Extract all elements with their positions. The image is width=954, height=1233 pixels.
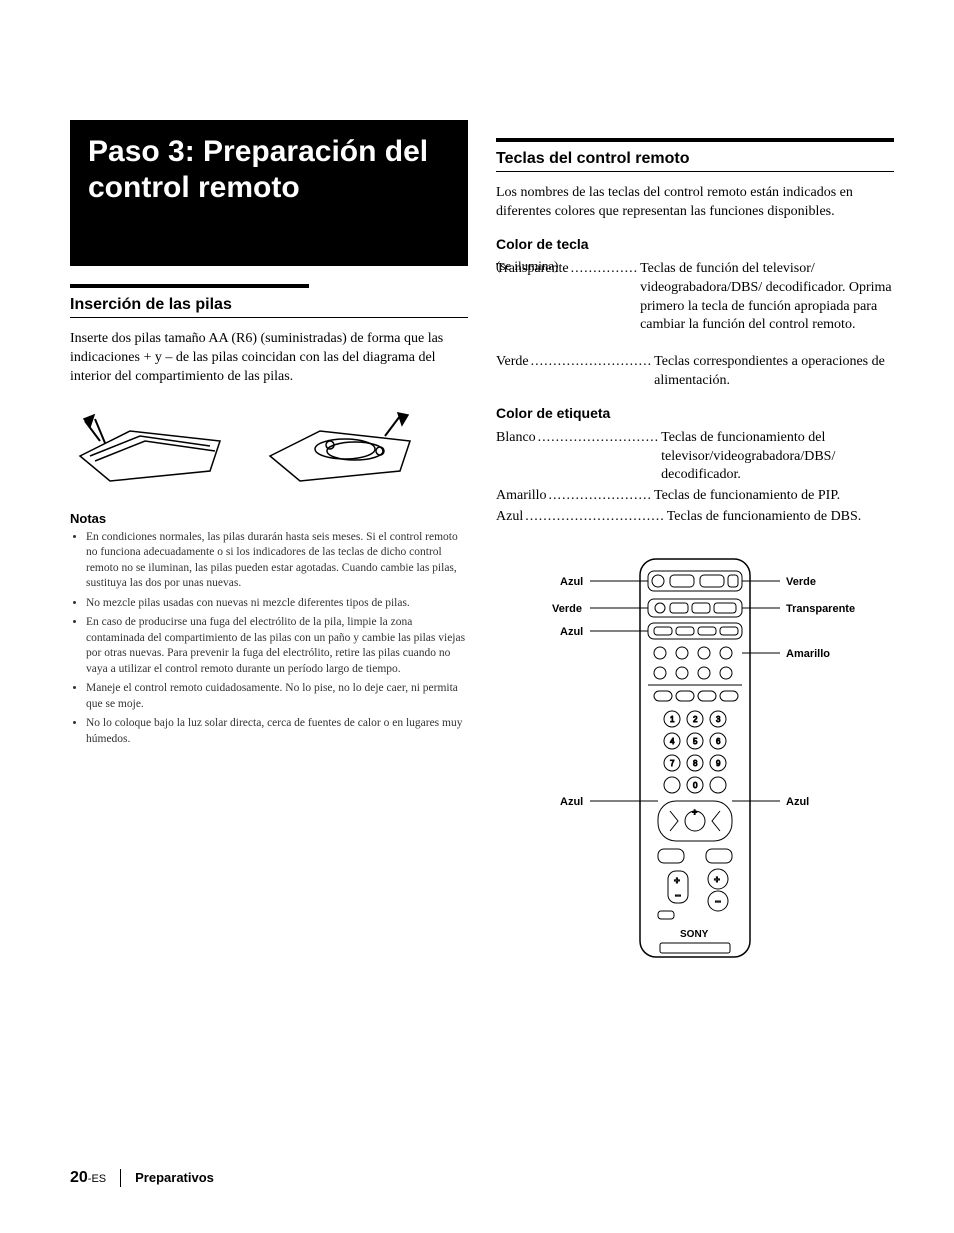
page: Paso 3: Preparación del control remoto I… <box>0 0 954 1233</box>
footer-divider <box>120 1169 121 1187</box>
svg-text:1: 1 <box>670 715 675 724</box>
svg-text:0: 0 <box>693 781 698 790</box>
kv-key-main: Amarillo <box>496 487 547 506</box>
color-etiqueta-heading: Color de etiqueta <box>496 405 894 421</box>
kv-key-sub: (se ilumina) <box>496 257 558 275</box>
svg-text:6: 6 <box>716 737 721 746</box>
title-block: Paso 3: Preparación del control remoto <box>70 120 468 266</box>
note-item: En condiciones normales, las pilas durar… <box>86 530 468 592</box>
svg-text:+: + <box>674 876 680 887</box>
page-number-tag: -ES <box>88 1173 106 1185</box>
section-rule <box>70 284 309 288</box>
label-azul: Azul <box>560 576 583 588</box>
columns: Paso 3: Preparación del control remoto I… <box>70 120 894 969</box>
kv-val: Teclas de funcionamiento de DBS. <box>667 508 894 527</box>
kv-val: Teclas de funcionamiento de PIP. <box>654 487 894 506</box>
kv-dots: ........................... <box>529 353 655 391</box>
kv-key-main: Azul <box>496 508 523 527</box>
kv-dots: ....................... <box>547 487 655 506</box>
kv-row: Azul ............................... Tec… <box>496 508 894 527</box>
svg-text:−: − <box>675 891 681 902</box>
label-azul: Azul <box>786 796 809 808</box>
page-title: Paso 3: Preparación del control remoto <box>88 134 450 206</box>
footer: 20-ES Preparativos <box>70 1169 214 1187</box>
battery-figures <box>70 401 468 491</box>
remote-keys-intro: Los nombres de las teclas del control re… <box>496 184 894 222</box>
remote-keys-heading: Teclas del control remoto <box>496 150 894 172</box>
kv-val: Teclas correspondientes a operaciones de… <box>654 353 894 391</box>
insert-batteries-intro: Inserte dos pilas tamaño AA (R6) (sumini… <box>70 330 468 387</box>
svg-text:−: − <box>715 897 721 908</box>
svg-text:2: 2 <box>693 715 698 724</box>
section-rule <box>496 138 894 142</box>
label-amarillo: Amarillo <box>786 648 830 660</box>
kv-dots: ........................... <box>536 429 662 486</box>
kv-key: Verde <box>496 353 529 391</box>
svg-text:4: 4 <box>670 737 675 746</box>
svg-text:7: 7 <box>670 759 675 768</box>
notes-heading: Notas <box>70 511 468 526</box>
page-number-value: 20 <box>70 1169 88 1186</box>
note-item: En caso de producirse una fuga del elect… <box>86 615 468 677</box>
right-column: Teclas del control remoto Los nombres de… <box>496 120 894 969</box>
label-transparente: Transparente <box>786 603 855 615</box>
notes-list: En condiciones normales, las pilas durar… <box>70 530 468 748</box>
kv-row: Blanco ........................... Tecla… <box>496 429 894 486</box>
battery-fig-closed <box>70 401 230 491</box>
label-azul: Azul <box>560 626 583 638</box>
label-verde: Verde <box>786 576 816 588</box>
svg-text:+: + <box>692 807 697 817</box>
kv-key-main: Verde <box>496 353 529 372</box>
label-verde: Verde <box>552 603 582 615</box>
kv-row: Verde ........................... Teclas… <box>496 353 894 391</box>
svg-text:8: 8 <box>693 759 698 768</box>
kv-dots: ............................... <box>523 508 667 527</box>
battery-fig-open <box>260 401 420 491</box>
svg-text:5: 5 <box>693 737 698 746</box>
kv-val: Teclas de función del televisor/ videogr… <box>640 260 894 336</box>
insert-batteries-heading: Inserción de las pilas <box>70 296 468 318</box>
svg-text:3: 3 <box>716 715 721 724</box>
page-number: 20-ES <box>70 1169 106 1187</box>
brand-label: SONY <box>680 929 709 940</box>
kv-key-main: Blanco <box>496 429 536 448</box>
note-item: No mezcle pilas usadas con nuevas ni mez… <box>86 596 468 612</box>
kv-dots: ............... <box>569 260 641 336</box>
left-column: Paso 3: Preparación del control remoto I… <box>70 120 468 969</box>
note-item: Maneje el control remoto cuidadosamente.… <box>86 681 468 712</box>
kv-val: Teclas de funcionamiento del televisor/v… <box>661 429 894 486</box>
label-azul: Azul <box>560 796 583 808</box>
svg-text:+: + <box>714 875 720 886</box>
svg-text:9: 9 <box>716 759 721 768</box>
note-item: No lo coloque bajo la luz solar directa,… <box>86 716 468 747</box>
kv-row: Amarillo ....................... Teclas … <box>496 487 894 506</box>
remote-diagram: 1 2 3 4 5 6 7 8 9 0 <box>520 549 894 969</box>
color-tecla-heading: Color de tecla <box>496 236 894 252</box>
footer-section: Preparativos <box>135 1170 214 1185</box>
